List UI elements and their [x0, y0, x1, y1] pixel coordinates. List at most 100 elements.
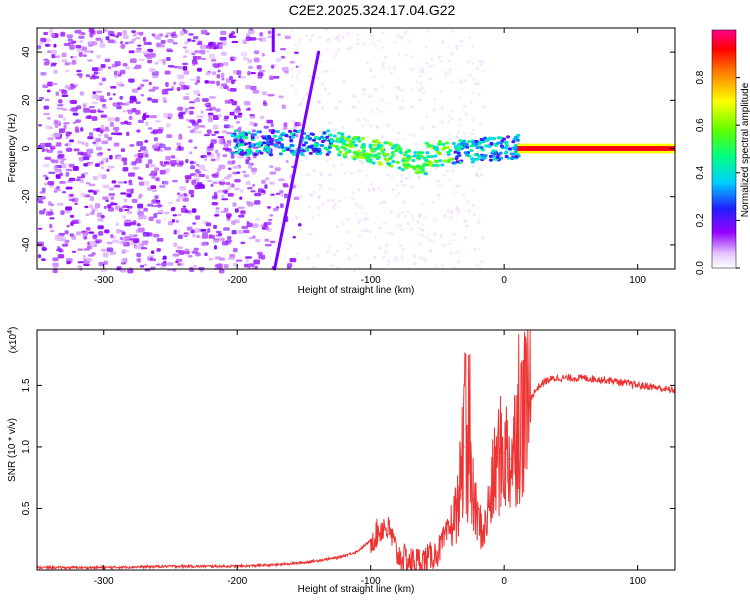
spectrogram-cell [410, 55, 414, 59]
spectrogram-cell [77, 265, 83, 268]
spectrogram-cell [371, 187, 375, 191]
spectrogram-cell [290, 135, 295, 139]
spectrogram-cell [355, 211, 359, 215]
spectrogram-cell [255, 37, 261, 40]
spectrogram-cell [403, 153, 408, 157]
spectrogram-cell [403, 161, 408, 165]
spectrogram-cell [175, 198, 181, 202]
spectrogram-cell [213, 245, 218, 250]
spectrogram-cell [389, 164, 394, 168]
spectrogram-cell [443, 159, 448, 163]
spectrogram-cell [335, 225, 339, 229]
spectrogram-cell [275, 57, 282, 63]
spectrogram-cell [41, 258, 46, 262]
spectrogram-cell [54, 119, 59, 124]
spectrogram-cell [91, 74, 96, 78]
spectrogram-cell [347, 257, 351, 261]
spectrogram-cell [420, 203, 424, 207]
spectrogram-cell [170, 155, 176, 159]
spectrogram-cell [76, 105, 82, 110]
spectrogram-cell [262, 141, 267, 145]
spectrogram-cell [183, 70, 190, 75]
spectrogram-cell [248, 150, 253, 154]
spectrogram-cell [155, 199, 161, 203]
spectrogram-cell [121, 157, 128, 162]
spectrogram-cell [277, 141, 282, 145]
spectrogram-cell [193, 247, 199, 251]
spectrogram-cell [467, 209, 471, 213]
spectrogram-cell [135, 244, 142, 250]
spectrogram-cell [460, 40, 464, 44]
spectrogram-cell [182, 62, 188, 65]
spectrogram-x-ticks: -300 -200 -100 0 100 [94, 28, 646, 286]
spectrogram-cell [152, 144, 159, 149]
spectrogram-cell [171, 218, 175, 223]
spectrogram-cell [93, 71, 98, 75]
spectrogram-cell [151, 189, 158, 193]
spectrogram-cell [278, 95, 284, 99]
spectrogram-cell [435, 164, 440, 168]
spectrogram-cell [82, 54, 87, 58]
spectrogram-cell [438, 183, 442, 187]
spectrogram-cell [230, 154, 235, 159]
spectrogram-cell [170, 163, 176, 167]
spectrogram-cell [381, 65, 385, 69]
spectrogram-cell [459, 87, 463, 91]
spectrogram-cell [418, 256, 422, 260]
spectrogram-cell [50, 203, 55, 207]
spectrogram-cell [123, 160, 128, 166]
spectrogram-cell [378, 246, 382, 250]
spectrogram-cell [451, 141, 456, 145]
spectrogram-cell [76, 69, 82, 73]
spectrogram-cell [472, 118, 476, 122]
spectrogram-cell [308, 38, 312, 42]
spectrogram-cell [400, 255, 404, 259]
spectrogram-cell [400, 180, 404, 184]
spectrogram-cell [51, 82, 58, 86]
spectrogram-cell [257, 72, 264, 77]
spectrogram-cell [417, 226, 421, 230]
spectrogram-cell [252, 146, 259, 149]
spectrogram-cell [164, 211, 170, 215]
spectrogram-cell [471, 128, 475, 132]
spectrogram-cell [325, 69, 329, 73]
spectrogram-cell [207, 228, 211, 233]
spectrogram-cell [58, 89, 65, 92]
spectrogram-cell [226, 132, 233, 135]
spectrogram-cell [419, 242, 423, 246]
spectrogram-cell [393, 256, 397, 260]
spectrogram-cell [290, 29, 294, 33]
spectrogram-cell [284, 35, 291, 40]
spectrogram-cell [477, 247, 481, 251]
spectrogram-cell [235, 120, 240, 124]
spectrogram-cell [382, 255, 386, 259]
spectrogram-cell [83, 263, 90, 267]
spectrogram-cell [356, 33, 360, 37]
spectrogram-cell [75, 29, 82, 34]
spectrogram-cell [201, 241, 207, 247]
spectrogram-cell [66, 225, 70, 228]
snr-point [530, 397, 532, 399]
spectrogram-cell [371, 41, 375, 45]
spectrogram-cell [162, 255, 167, 260]
spectrogram-cell [319, 129, 323, 133]
spectrogram-cell [129, 58, 137, 64]
spectrogram-cell [419, 70, 423, 74]
spectrogram-cell [39, 210, 45, 215]
spectrogram-cell [88, 183, 96, 187]
spectrogram-cell [140, 146, 147, 151]
spectrogram-cell [170, 32, 175, 37]
spectrogram-cell [375, 125, 379, 129]
spectrogram-cell [289, 132, 294, 136]
spectrogram-cell [193, 124, 199, 130]
spectrogram-cell [122, 30, 127, 35]
spectrogram-cell [318, 35, 322, 39]
spectrogram-cell [439, 148, 443, 152]
spectrogram-cell [363, 217, 367, 221]
spectrogram-cell [115, 222, 120, 226]
spectrogram-cell [215, 108, 221, 112]
spectrogram-cell [273, 144, 278, 148]
spectrogram-cell [77, 140, 81, 145]
spectrogram-cell [227, 160, 235, 165]
spectrogram-cell [433, 218, 437, 222]
